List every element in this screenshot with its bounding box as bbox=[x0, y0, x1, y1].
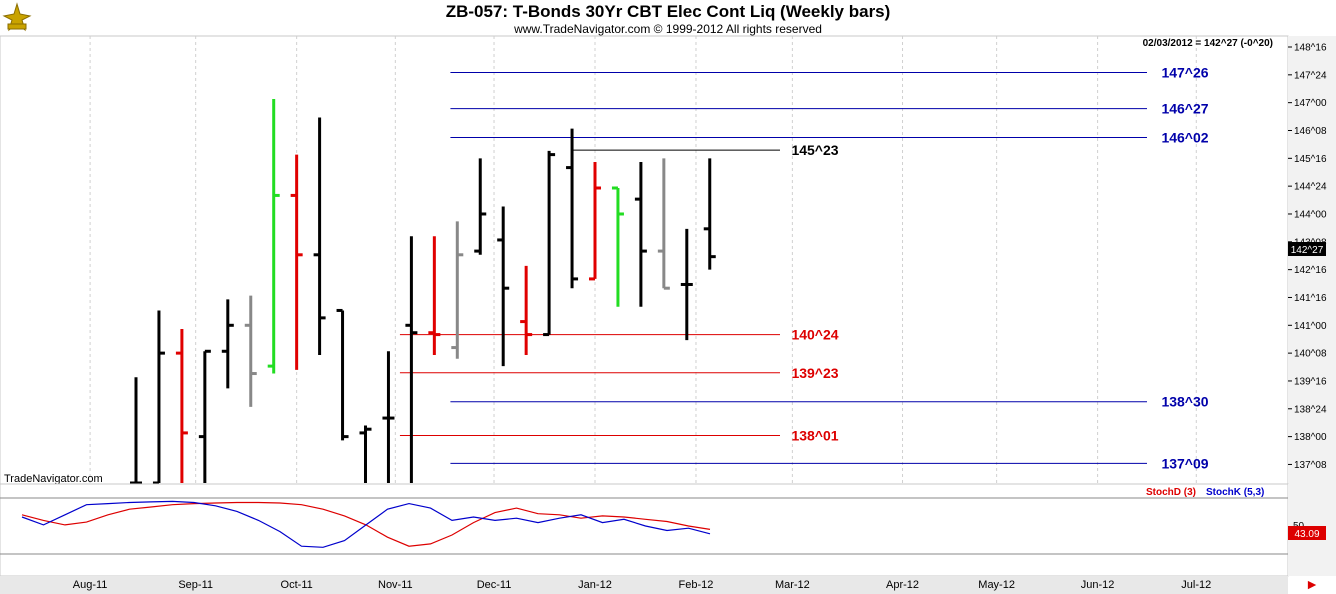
y-tick-label: 141^16 bbox=[1294, 293, 1327, 304]
status-readout: 02/03/2012 = 142^27 (-0^20) bbox=[1143, 38, 1273, 49]
price-bar bbox=[175, 329, 188, 483]
price-bar bbox=[703, 158, 716, 270]
y-tick-label: 142^16 bbox=[1294, 265, 1327, 276]
y-tick-label: 147^24 bbox=[1294, 70, 1327, 81]
y-tick-label: 147^00 bbox=[1294, 98, 1327, 109]
level-label: 140^24 bbox=[791, 327, 838, 343]
scroll-right-icon[interactable]: ► bbox=[1305, 576, 1319, 592]
stoch-plot-area bbox=[0, 483, 1289, 577]
time-axis bbox=[0, 576, 1288, 594]
price-bar bbox=[566, 128, 579, 289]
price-bar bbox=[657, 158, 670, 290]
x-tick-label: Aug-11 bbox=[73, 579, 108, 591]
price-bar bbox=[313, 117, 326, 355]
y-tick-label: 139^16 bbox=[1294, 376, 1327, 387]
level-label: 145^23 bbox=[791, 142, 838, 158]
price-bar bbox=[611, 186, 624, 307]
y-tick-label: 144^24 bbox=[1294, 182, 1327, 193]
x-tick-label: Jul-12 bbox=[1181, 579, 1211, 591]
price-bar bbox=[405, 236, 418, 483]
legend-stochd: StochD (3) bbox=[1146, 487, 1196, 498]
price-bar bbox=[589, 162, 601, 281]
last-price-text: 142^27 bbox=[1291, 245, 1324, 256]
price-bar bbox=[680, 228, 693, 341]
watermark: TradeNavigator.com bbox=[4, 473, 103, 485]
y-tick-label: 148^16 bbox=[1294, 43, 1327, 54]
price-bar bbox=[130, 377, 142, 485]
legend-stochk: StochK (5,3) bbox=[1206, 487, 1264, 498]
x-axis-labels: Aug-11 Sep-11 Oct-11 Nov-11 Dec-11 Jan-12 Feb-… bbox=[73, 579, 1212, 591]
last-price-badge bbox=[1288, 242, 1326, 256]
price-bar bbox=[267, 98, 280, 374]
chart-title: ZB-057: T-Bonds 30Yr CBT Elec Cont Liq (… bbox=[445, 2, 891, 21]
price-bar bbox=[152, 310, 165, 485]
y-tick-label: 141^00 bbox=[1294, 321, 1327, 332]
price-bar bbox=[198, 349, 211, 483]
y-tick-label: 146^08 bbox=[1294, 126, 1327, 137]
stoch-series-line bbox=[21, 500, 711, 548]
stoch-value-badge bbox=[1288, 526, 1326, 540]
price-bars bbox=[130, 98, 716, 485]
x-tick-label: Mar-12 bbox=[775, 579, 810, 591]
tradenavigator-logo-icon bbox=[2, 2, 32, 32]
price-bar bbox=[474, 158, 487, 255]
price-bar bbox=[382, 351, 395, 483]
price-bar bbox=[221, 299, 234, 389]
x-tick-label: Apr-12 bbox=[886, 579, 919, 591]
stoch-value-text: 43.09 bbox=[1294, 529, 1319, 540]
level-label: 147^26 bbox=[1161, 65, 1208, 81]
y-tick-label: 137^08 bbox=[1294, 460, 1327, 471]
stochastic-lines bbox=[21, 500, 711, 548]
x-tick-label: Dec-11 bbox=[477, 579, 512, 591]
level-label: 138^30 bbox=[1161, 394, 1208, 410]
price-bar bbox=[451, 221, 464, 359]
x-tick-label: Sep-11 bbox=[178, 579, 213, 591]
price-bar bbox=[244, 295, 257, 407]
price-bar bbox=[520, 265, 533, 355]
level-label: 138^01 bbox=[791, 428, 838, 444]
price-axis bbox=[1288, 36, 1336, 484]
y-tick-label: 145^16 bbox=[1294, 154, 1327, 165]
x-tick-label: Oct-11 bbox=[281, 579, 313, 591]
y-tick-label: 138^24 bbox=[1294, 404, 1327, 415]
price-bar bbox=[497, 206, 510, 367]
price-bar bbox=[336, 308, 349, 441]
price-bar bbox=[359, 425, 372, 483]
y-tick-label: 144^00 bbox=[1294, 209, 1327, 220]
level-label: 139^23 bbox=[791, 365, 838, 381]
price-plot-area bbox=[0, 35, 1289, 485]
level-label: 137^09 bbox=[1161, 455, 1208, 471]
x-tick-label: May-12 bbox=[978, 579, 1015, 591]
x-tick-label: Jan-12 bbox=[578, 579, 612, 591]
y-tick-label: 138^00 bbox=[1294, 432, 1327, 443]
x-tick-label: Jun-12 bbox=[1081, 579, 1115, 591]
x-tick-label: Nov-11 bbox=[378, 579, 413, 591]
level-label: 146^02 bbox=[1161, 129, 1208, 145]
price-bar bbox=[290, 154, 303, 370]
copyright-line: www.TradeNavigator.com © 1999-2012 All r… bbox=[514, 22, 822, 36]
price-bar bbox=[634, 162, 647, 307]
x-tick-label: Feb-12 bbox=[679, 579, 714, 591]
y-tick-label: 140^08 bbox=[1294, 349, 1327, 360]
level-label: 146^27 bbox=[1161, 101, 1208, 117]
y-axis-labels: 137^08 138^00 138^24 139^16 140^08 141^00 141^… bbox=[1288, 43, 1327, 471]
price-bar bbox=[543, 150, 556, 337]
level-lines: 147^26 146^27 146^02 145^23 140^24 139^23 138^… bbox=[399, 65, 1209, 471]
price-bar bbox=[428, 236, 441, 355]
